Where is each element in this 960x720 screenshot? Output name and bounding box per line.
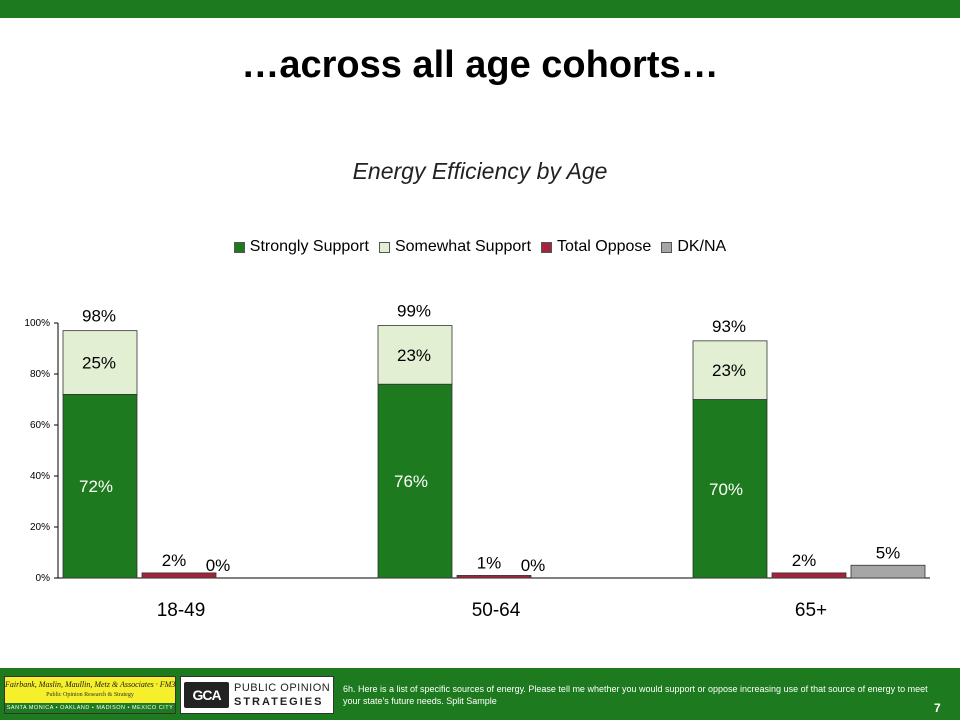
data-label-total-support: 98% (82, 307, 116, 326)
legend-label: Somewhat Support (394, 238, 532, 255)
chart-title: Energy Efficiency by Age (352, 158, 608, 184)
x-category-label: 50-64 (472, 600, 521, 621)
legend-label: Total Oppose (557, 238, 652, 255)
y-tick-label: 20% (30, 522, 50, 533)
data-label-somewhat-support: 23% (712, 361, 746, 380)
legend-swatch-total-oppose (541, 241, 553, 253)
data-label-total-oppose: 1% (477, 553, 502, 572)
legend-label: Strongly Support (249, 238, 369, 255)
data-label-total-oppose: 2% (162, 551, 187, 570)
y-tick-label: 80% (30, 369, 50, 380)
question-footnote: 6h. Here is a list of specific sources o… (343, 684, 928, 706)
page-number: 7 (934, 701, 941, 715)
fmm-logo-cities: SANTA MONICA • OAKLAND • MADISON • MEXIC… (5, 703, 175, 713)
pos-logo-line1: PUBLIC OPINION (234, 682, 331, 694)
y-tick-label: 0% (36, 573, 51, 584)
fmm-logo-subtitle: Public Opinion Research & Strategy (46, 692, 134, 698)
y-tick-label: 60% (30, 420, 50, 431)
bar-somewhat-support (62, 330, 138, 395)
data-label-dk-na: 0% (521, 556, 546, 575)
legend-swatch-strongly-support (233, 241, 245, 253)
legend-swatch-somewhat-support (378, 241, 390, 253)
data-label-strongly-support: 70% (709, 480, 743, 499)
legend-item-somewhat-support: Somewhat Support (378, 238, 532, 256)
chart-legend: Strongly Support Somewhat Support Total … (0, 238, 960, 256)
bar-chart: 0% 20% 40% 60% 80% 100% 72% 25% 98% 2% 0% 18-49 76% 2… (24, 302, 930, 621)
data-label-total-oppose: 2% (792, 551, 817, 570)
bar-dk-na (850, 564, 926, 579)
legend-item-total-oppose: Total Oppose (541, 238, 651, 256)
pos-logo-line2: STRATEGIES (234, 696, 324, 708)
legend-label: DK/NA (677, 238, 727, 255)
bar-strongly-support (377, 383, 453, 579)
pos-logo: GCA PUBLIC OPINION STRATEGIES (180, 676, 334, 714)
bar-strongly-support (692, 399, 768, 579)
data-label-strongly-support: 76% (394, 472, 428, 491)
fmm-logo: Fairbank, Maslin, Maullin, Metz & Associ… (4, 676, 176, 714)
pos-logo-mark: GCA (184, 682, 229, 708)
bar-total-oppose (456, 575, 532, 579)
data-label-dk-na: 5% (876, 543, 901, 562)
y-tick-label: 100% (24, 318, 50, 329)
bar-strongly-support (62, 394, 138, 579)
bar-somewhat-support (692, 340, 768, 400)
legend-swatch-dk-na (661, 241, 673, 253)
fmm-logo-name: Fairbank, Maslin, Maullin, Metz & Associ… (5, 680, 176, 689)
data-label-dk-na: 0% (206, 556, 231, 575)
x-category-label: 18-49 (157, 600, 206, 621)
bar-total-oppose (141, 572, 217, 579)
data-label-somewhat-support: 25% (82, 354, 116, 373)
top-accent-bar (0, 0, 960, 18)
slide-title: …across all age cohorts… (241, 44, 719, 86)
y-tick-label: 40% (30, 471, 50, 482)
legend-item-strongly-support: Strongly Support (233, 238, 369, 256)
bar-somewhat-support (377, 325, 453, 385)
x-category-label: 65+ (795, 600, 827, 621)
data-label-strongly-support: 72% (79, 477, 113, 496)
data-label-somewhat-support: 23% (397, 346, 431, 365)
bar-total-oppose (771, 572, 847, 579)
data-label-total-support: 99% (397, 302, 431, 321)
legend-item-dk-na: DK/NA (661, 238, 726, 256)
data-label-total-support: 93% (712, 317, 746, 336)
